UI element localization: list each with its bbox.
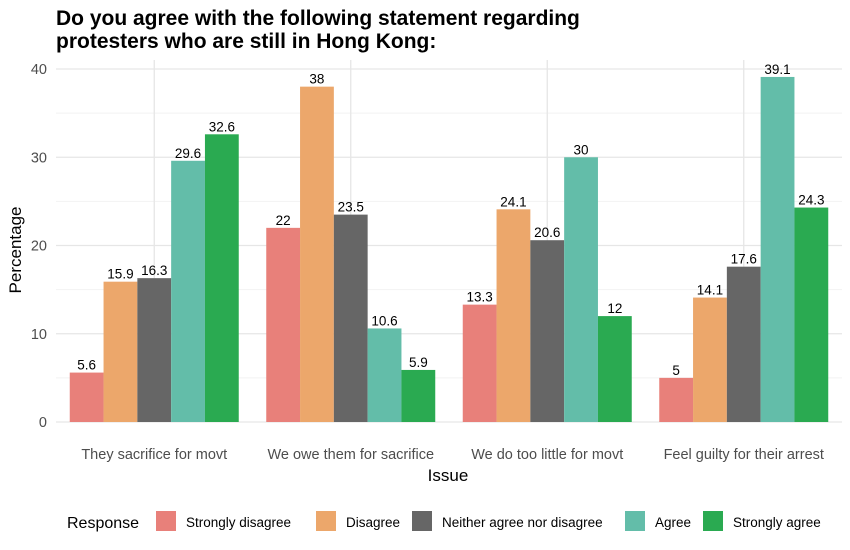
legend-label: Strongly agree — [733, 515, 821, 530]
bar — [137, 278, 172, 422]
chart-title-line-2: protesters who are still in Hong Kong: — [56, 30, 436, 53]
legend-swatch — [412, 511, 432, 531]
data-label: 17.6 — [731, 252, 757, 267]
data-label: 23.5 — [338, 200, 364, 215]
bar — [204, 134, 239, 422]
bar — [69, 372, 104, 422]
y-tick-label: 40 — [31, 62, 47, 78]
data-label: 5.9 — [409, 355, 428, 370]
bar — [564, 157, 598, 422]
chart-title-line-1: Do you agree with the following statemen… — [56, 7, 580, 30]
data-label: 5 — [672, 363, 680, 378]
bar — [266, 227, 301, 422]
bar — [103, 281, 138, 422]
x-tick-label: We owe them for sacrifice — [267, 447, 434, 463]
data-label: 14.1 — [697, 283, 723, 298]
legend-swatch — [156, 511, 176, 531]
bar — [333, 214, 368, 422]
y-tick-label: 0 — [39, 415, 47, 431]
data-label: 24.3 — [798, 193, 824, 208]
bar — [496, 209, 531, 422]
bar — [401, 369, 436, 422]
legend-swatch — [625, 511, 645, 531]
data-label: 5.6 — [77, 358, 96, 373]
data-label: 20.6 — [534, 225, 560, 240]
legend-label: Agree — [655, 515, 691, 530]
legend-title: Response — [67, 515, 139, 532]
data-label: 15.9 — [107, 267, 133, 282]
data-label: 30 — [574, 142, 589, 157]
bar — [530, 240, 565, 422]
data-label: 13.3 — [467, 290, 493, 305]
legend-swatch — [703, 511, 723, 531]
x-tick-label: We do too little for movt — [471, 447, 623, 463]
bar — [659, 377, 694, 422]
bar — [462, 304, 497, 422]
legend-label: Disagree — [346, 515, 400, 530]
data-label: 32.6 — [209, 119, 235, 134]
bar — [760, 76, 795, 422]
y-tick-label: 20 — [31, 239, 47, 255]
bar — [726, 266, 761, 422]
bar — [597, 316, 632, 422]
data-label: 38 — [309, 72, 324, 87]
data-label: 39.1 — [764, 62, 790, 77]
bar — [794, 207, 829, 422]
x-tick-label: Feel guilty for their arrest — [664, 447, 824, 463]
legend-swatch — [316, 511, 336, 531]
data-label: 22 — [276, 213, 291, 228]
y-axis-title: Percentage — [6, 207, 25, 294]
legend-label: Strongly disagree — [186, 515, 291, 530]
bar — [171, 160, 205, 422]
data-label: 12 — [607, 301, 622, 316]
bar — [693, 297, 727, 422]
x-tick-label: They sacrifice for movt — [81, 447, 227, 463]
plot-area: 0 10 20 30 40 They sacrifice for movt We owe t… — [31, 60, 842, 463]
x-axis-title: Issue — [428, 466, 469, 485]
legend-label: Neither agree nor disagree — [442, 515, 603, 530]
data-label: 16.3 — [141, 263, 167, 278]
y-tick-label: 10 — [31, 327, 47, 343]
legend: Response Strongly disagree Disagree Neithe… — [67, 511, 821, 532]
data-label: 24.1 — [500, 194, 526, 209]
y-tick-label: 30 — [31, 150, 47, 166]
data-label: 29.6 — [175, 146, 201, 161]
bar — [300, 86, 334, 423]
bar — [367, 328, 402, 422]
data-label: 10.6 — [371, 313, 397, 328]
